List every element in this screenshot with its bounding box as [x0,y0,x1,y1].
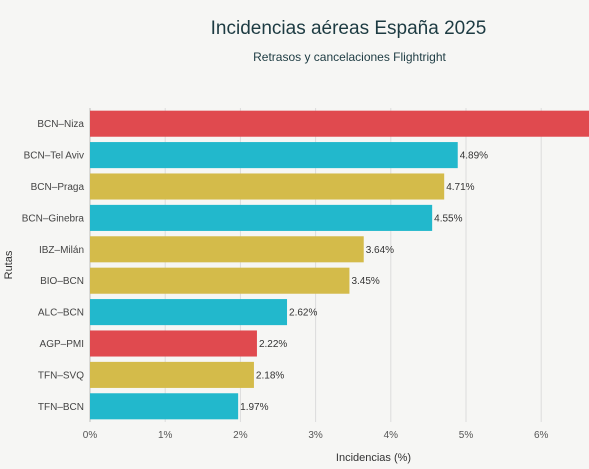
y-tick-label: AGP–PMI [40,339,84,350]
bar[interactable] [90,110,589,137]
x-tick-label: 3% [308,430,323,441]
bar[interactable] [90,142,458,169]
bar[interactable] [90,236,364,263]
y-tick-label: BCN–Ginebra [22,213,85,224]
bar[interactable] [90,330,257,357]
x-axis-title: Incidencias (%) [336,452,411,464]
bar[interactable] [90,267,350,294]
data-label: 2.22% [259,339,287,350]
data-label: 2.62% [289,308,317,319]
data-label: 4.71% [446,182,474,193]
y-tick-label: ALC–BCN [38,308,84,319]
data-label: 3.64% [366,245,394,256]
chart-subtitle: Retrasos y cancelaciones Flightright [253,50,446,64]
data-label: 4.55% [434,213,462,224]
bar[interactable] [90,361,254,388]
bar[interactable] [90,173,445,200]
y-tick-label: BCN–Tel Aviv [24,151,84,162]
x-tick-label: 2% [233,430,248,441]
y-tick-label: BCN–Praga [31,182,85,193]
y-tick-label: BIO–BCN [40,276,84,287]
data-label: 3.45% [351,276,379,287]
y-tick-label: TFN–SVQ [38,370,84,381]
bar[interactable] [90,393,239,420]
x-tick-label: 4% [384,430,399,441]
x-tick-label: 6% [534,430,549,441]
data-label: 4.89% [460,151,488,162]
x-tick-label: 1% [158,430,173,441]
data-label: 2.18% [256,370,284,381]
y-tick-label: IBZ–Milán [39,245,84,256]
bar[interactable] [90,204,433,231]
y-tick-label: BCN–Niza [37,119,84,130]
chart-title: Incidencias aéreas España 2025 [210,18,487,39]
data-label: 1.97% [240,402,268,413]
x-tick-label: 0% [83,430,98,441]
y-tick-label: TFN–BCN [38,402,84,413]
y-axis-title: Rutas [3,250,15,279]
x-tick-label: 5% [459,430,474,441]
bar[interactable] [90,299,288,326]
